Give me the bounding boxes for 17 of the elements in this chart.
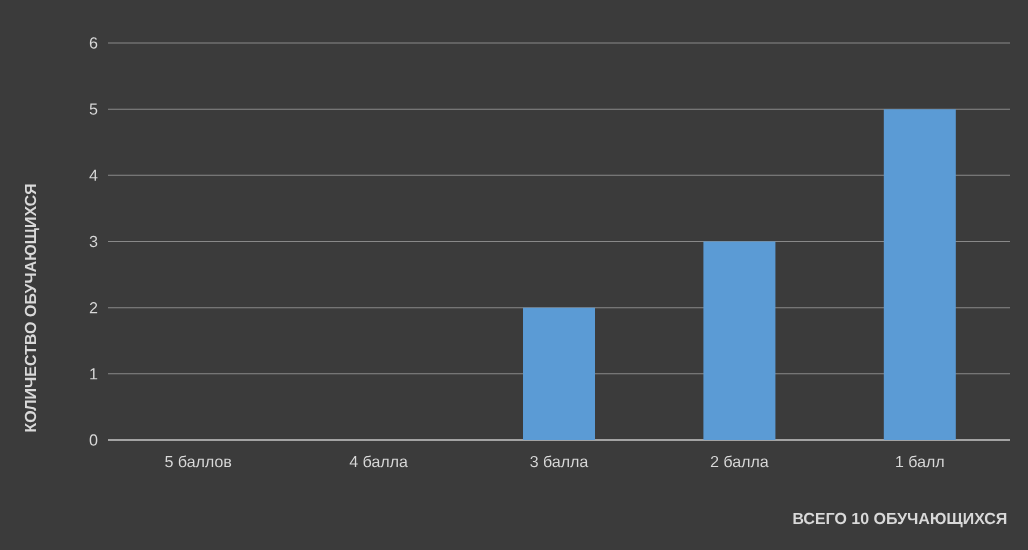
y-tick-label: 5 (89, 103, 98, 115)
y-tick-label: 6 (89, 37, 98, 49)
bar (523, 307, 595, 440)
y-tick-label: 4 (89, 169, 98, 181)
y-tick-label: 0 (89, 434, 98, 446)
bar (703, 241, 776, 440)
y-tick-label: 2 (89, 302, 98, 314)
y-tick-label: 1 (90, 368, 98, 380)
y-tick-label: 3 (89, 235, 98, 248)
x-axis-title: ВСЕГО 10 ОБУЧАЮЩИХСЯ (793, 512, 1007, 528)
y-axis-title: КОЛИЧЕСТВО ОБУЧАЮЩИХСЯ (24, 184, 40, 432)
x-tick-label: 3 балла (530, 455, 589, 468)
bar (883, 109, 956, 440)
x-tick-label: 1 балл (896, 455, 944, 468)
x-tick-label: 4 балла (349, 455, 408, 468)
x-tick-label: 2 балла (710, 455, 769, 468)
x-tick-label: 5 баллов (165, 455, 232, 468)
